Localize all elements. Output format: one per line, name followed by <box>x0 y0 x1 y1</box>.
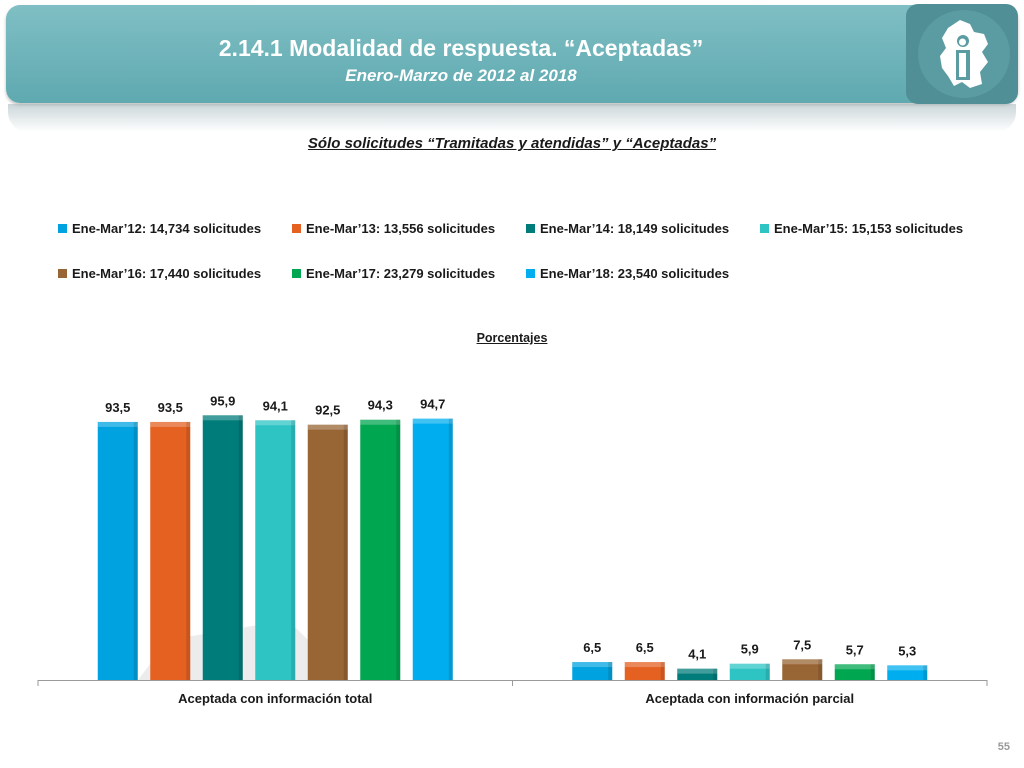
legend-swatch <box>58 269 67 278</box>
bar-edge <box>133 421 138 680</box>
bar-highlight <box>255 420 296 426</box>
bar-highlight <box>360 419 401 425</box>
legend-label: Ene-Mar’14: 18,149 solicitudes <box>540 221 730 236</box>
legend-swatch <box>526 224 535 233</box>
legend-label: Ene-Mar’13: 13,556 solicitudes <box>306 221 496 236</box>
bar-highlight <box>729 663 770 669</box>
data-label: 4,1 <box>688 647 706 662</box>
legend-swatch <box>292 224 301 233</box>
chart-title: Porcentajes <box>476 331 548 345</box>
bar-edge <box>291 420 296 680</box>
bar-highlight <box>412 418 453 424</box>
bar <box>887 665 928 680</box>
header-banner: 2.14.1 Modalidad de respuesta. “Aceptada… <box>6 5 1018 103</box>
bar <box>307 424 348 680</box>
page-number: 55 <box>997 741 1010 753</box>
data-label: 92,5 <box>315 403 340 418</box>
bar <box>834 664 875 680</box>
bar-edge <box>396 419 401 680</box>
legend-swatch <box>292 269 301 278</box>
legend-item: Ene-Mar’13: 13,556 solicitudes <box>292 221 495 236</box>
bar <box>202 415 243 680</box>
legend-item: Ene-Mar’18: 23,540 solicitudes <box>526 266 729 281</box>
bar <box>624 662 665 680</box>
data-label: 93,5 <box>158 400 183 415</box>
bar-edge <box>608 662 613 680</box>
bar-highlight <box>624 662 665 668</box>
logo-circle <box>918 10 1010 98</box>
logo <box>906 4 1018 104</box>
legend-swatch <box>58 224 67 233</box>
bar-edge <box>923 665 928 680</box>
bar <box>677 668 718 680</box>
bar-highlight <box>150 421 191 427</box>
legend-item: Ene-Mar’14: 18,149 solicitudes <box>526 221 729 236</box>
bar <box>150 421 191 680</box>
legend-label: Ene-Mar’12: 14,734 solicitudes <box>72 221 262 236</box>
category-label: Aceptada con información parcial <box>645 691 854 706</box>
bar <box>729 663 770 680</box>
bar-highlight <box>307 424 348 430</box>
bar-edge <box>186 421 191 680</box>
bar-edge <box>238 415 243 680</box>
chart-shadow <box>138 620 348 680</box>
bar <box>572 662 613 680</box>
category-label: Aceptada con información total <box>178 691 372 706</box>
bar-edge <box>818 659 823 680</box>
info-map-icon <box>940 20 988 88</box>
legend-swatch <box>760 224 769 233</box>
legend-item: Ene-Mar’17: 23,279 solicitudes <box>292 266 495 281</box>
legend-label: Ene-Mar’15: 15,153 solicitudes <box>774 221 964 236</box>
data-label: 7,5 <box>793 637 811 652</box>
page-title: 2.14.1 Modalidad de respuesta. “Aceptada… <box>218 35 704 61</box>
bar-edge <box>870 664 875 680</box>
bar <box>412 418 453 680</box>
data-label: 6,5 <box>636 640 654 655</box>
data-label: 94,7 <box>420 397 445 412</box>
bar-highlight <box>572 662 613 668</box>
chart-legend: Ene-Mar’12: 14,734 solicitudes Ene-Mar’1… <box>0 0 1024 300</box>
bar-edge <box>343 424 348 680</box>
data-label: 94,1 <box>263 398 288 413</box>
data-label: 5,3 <box>898 643 916 658</box>
section-title: Sólo solicitudes “Tramitadas y atendidas… <box>307 135 717 152</box>
data-label: 93,5 <box>105 400 130 415</box>
bar-highlight <box>782 659 823 665</box>
data-label: 5,7 <box>846 642 864 657</box>
legend-item: Ene-Mar’16: 17,440 solicitudes <box>58 266 261 281</box>
bar-highlight <box>677 668 718 674</box>
bar-edge <box>713 668 718 680</box>
bar-highlight <box>97 421 138 427</box>
bar-edge <box>448 418 453 680</box>
data-label: 5,9 <box>741 642 759 657</box>
bar <box>255 420 296 680</box>
bar-highlight <box>202 415 243 421</box>
bar <box>782 659 823 680</box>
bar <box>360 419 401 680</box>
bar-edge <box>660 662 665 680</box>
data-label: 95,9 <box>210 393 235 408</box>
data-label: 6,5 <box>583 640 601 655</box>
legend-label: Ene-Mar’16: 17,440 solicitudes <box>72 266 262 281</box>
header-shadow <box>8 104 1016 132</box>
legend-label: Ene-Mar’17: 23,279 solicitudes <box>306 266 496 281</box>
legend-item: Ene-Mar’12: 14,734 solicitudes <box>58 221 261 236</box>
legend-swatch <box>526 269 535 278</box>
bar <box>97 421 138 680</box>
bar-highlight <box>834 664 875 670</box>
bar-edge <box>765 663 770 680</box>
legend-item: Ene-Mar’15: 15,153 solicitudes <box>760 221 963 236</box>
bar-highlight <box>887 665 928 671</box>
page-subtitle: Enero-Marzo de 2012 al 2018 <box>345 66 577 85</box>
data-label: 94,3 <box>368 398 393 413</box>
legend-label: Ene-Mar’18: 23,540 solicitudes <box>540 266 730 281</box>
